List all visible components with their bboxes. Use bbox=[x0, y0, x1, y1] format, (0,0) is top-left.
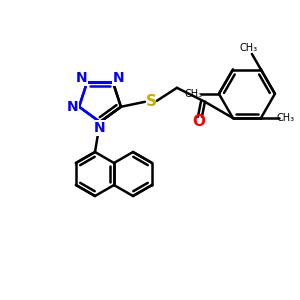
Text: O: O bbox=[192, 114, 206, 129]
Text: N: N bbox=[94, 121, 106, 135]
Text: CH₃: CH₃ bbox=[185, 89, 203, 99]
Text: N: N bbox=[113, 71, 125, 85]
Text: CH₃: CH₃ bbox=[277, 113, 295, 123]
Text: CH₃: CH₃ bbox=[239, 43, 257, 53]
Text: N: N bbox=[75, 71, 87, 85]
Text: N: N bbox=[66, 100, 78, 114]
Text: S: S bbox=[146, 94, 156, 109]
